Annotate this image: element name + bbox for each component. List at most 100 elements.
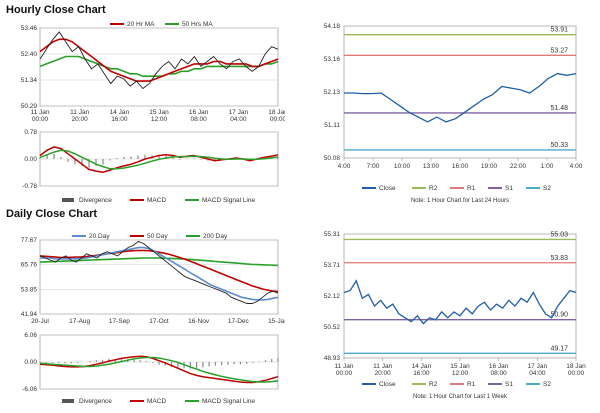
y-tick-label: 52.13	[324, 89, 341, 96]
plot-frame	[39, 239, 279, 315]
x-tick-label: 17-Dec	[228, 318, 250, 325]
y-tick-label: 52.40	[21, 51, 38, 58]
x-tick-label: 17 Jan 04:00	[229, 109, 249, 123]
x-tick-label: 14 Jan 16:00	[110, 109, 130, 123]
legend-50day: 50 Day	[147, 233, 168, 240]
x-tick-label: 17-Sep	[109, 318, 130, 325]
x-tick-label: 14 Jan 16:00	[412, 363, 432, 377]
x-tick-label: 17-Oct	[149, 318, 169, 325]
close-line	[344, 72, 577, 123]
close-line	[343, 279, 577, 325]
y-tick-label: 0.00	[24, 359, 37, 366]
y-tick-label: 51.11	[324, 122, 340, 129]
legend-ma50: 50 Hrs MA	[182, 21, 213, 28]
legend-macd-signal: MACD Signal Line	[202, 398, 255, 405]
x-tick-label: 16-Nov	[188, 318, 210, 325]
y-tick-label: 51.34	[21, 77, 38, 84]
legend-s1: S1	[505, 381, 513, 388]
legend-macd-signal: MACD Signal Line	[202, 197, 255, 204]
y-tick-label: -0.78	[22, 183, 37, 190]
x-tick-label: 16 Jan 08:00	[189, 109, 209, 123]
y-tick-label: 50.29	[21, 103, 38, 110]
y-tick-label: 53.71	[324, 262, 341, 269]
legend-close: Close	[379, 381, 396, 388]
x-tick-label: 22:00	[510, 163, 527, 170]
x-tick-label: 16 Jan 08:00	[489, 363, 509, 377]
legend-ma20: 20 Hr MA	[127, 21, 155, 28]
legend-200day: 200 Day	[203, 233, 228, 240]
y-tick-label: 0.78	[24, 129, 37, 136]
y-tick-label: 50.52	[324, 324, 341, 331]
x-tick-label: 11 Jan 20:00	[373, 363, 392, 377]
y-tick-label: 53.85	[21, 286, 38, 293]
y-tick-label: 0.00	[24, 156, 37, 163]
y-tick-label: 6.06	[24, 332, 37, 339]
y-tick-label: 65.76	[21, 262, 38, 269]
macd-signal-line	[39, 356, 279, 383]
x-tick-label: 1:00	[541, 163, 554, 170]
legend-divergence-swatch	[62, 399, 74, 403]
y-tick-label: 52.12	[324, 293, 341, 300]
x-tick-label: 17 Jan 04:00	[528, 363, 548, 377]
legend-s2: S2	[543, 381, 551, 388]
ma200-line	[39, 257, 279, 267]
ma20-line	[39, 38, 279, 82]
x-tick-label: 11 Jan 00:00	[30, 109, 49, 123]
y-tick-label: 54.18	[324, 23, 341, 30]
level-label-r1: 53.83	[550, 255, 568, 262]
level-label-r1: 53.27	[550, 47, 568, 54]
chart-note: Note: 1 Hour Chart for Last 1 Week	[413, 394, 508, 400]
close-line	[39, 240, 279, 304]
legend-r2: R2	[429, 185, 438, 192]
legend-s1: S1	[505, 185, 513, 192]
level-label-r2: 53.91	[550, 27, 568, 34]
legend-macd: MACD	[147, 197, 166, 204]
y-tick-label: 53.46	[21, 25, 38, 32]
y-tick-label: 48.93	[324, 355, 341, 362]
chart-note: Note: 1 Hour Chart for Last 24 Hours	[411, 198, 509, 204]
legend-divergence: Divergence	[79, 197, 112, 204]
x-tick-label: 15 Jan 12:00	[149, 109, 169, 123]
level-label-s2: 49.17	[550, 345, 568, 352]
legend-r1: R1	[467, 381, 476, 388]
close-line	[39, 31, 279, 90]
hourly-section-title: Hourly Close Chart	[6, 4, 106, 16]
level-label-s1: 51.48	[550, 105, 568, 112]
daily-macd-chart: 6.06 0.00 -6.06 Divergence MACD MACD Signal L…	[22, 332, 279, 405]
level-label-s1: 50.90	[550, 312, 568, 319]
level-label-s2: 50.33	[550, 142, 568, 149]
legend-divergence: Divergence	[79, 398, 112, 405]
x-tick-label: 10:00	[394, 163, 411, 170]
hourly-macd-chart: 0.78 0.00 -0.78 Divergence MACD MACD Signal L…	[22, 129, 279, 204]
legend-r1: R1	[467, 185, 476, 192]
macd-signal-line	[39, 149, 279, 170]
y-tick-label: 55.31	[324, 231, 341, 238]
ma20-line	[40, 246, 279, 301]
x-tick-label: 11 Jan 00:00	[334, 363, 353, 377]
y-tick-label: 53.16	[324, 56, 341, 63]
y-tick-label: 41.94	[21, 311, 38, 318]
x-tick-label: 17-Aug	[69, 318, 90, 325]
legend-close: Close	[379, 185, 396, 192]
x-tick-label: 20-Jul	[31, 318, 49, 325]
legend-s2: S2	[543, 185, 551, 192]
ma50-line	[39, 249, 279, 293]
x-tick-label: 19:00	[481, 163, 498, 170]
legend-divergence-swatch	[62, 198, 74, 202]
legend-r2: R2	[429, 381, 438, 388]
legend-macd: MACD	[147, 398, 166, 405]
y-tick-label: -6.06	[22, 386, 37, 393]
y-tick-label: 77.67	[21, 237, 38, 244]
x-tick-label: 4:00	[570, 163, 583, 170]
daily-section-title: Daily Close Chart	[6, 208, 98, 220]
x-tick-label: 13:00	[423, 163, 440, 170]
x-tick-label: 15 Jan 12:00	[450, 363, 470, 377]
x-tick-label: 7:00	[367, 163, 380, 170]
x-tick-label: 16:00	[452, 163, 469, 170]
plot-frame	[343, 25, 577, 159]
